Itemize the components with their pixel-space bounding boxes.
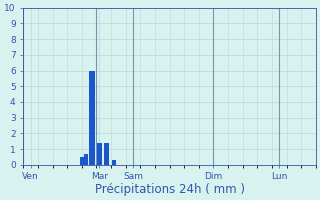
Bar [97,143,102,165]
Bar [80,157,84,165]
Bar [90,71,95,165]
Bar [84,154,88,165]
Bar [112,160,116,165]
X-axis label: Précipitations 24h ( mm ): Précipitations 24h ( mm ) [95,183,244,196]
Bar [104,143,109,165]
